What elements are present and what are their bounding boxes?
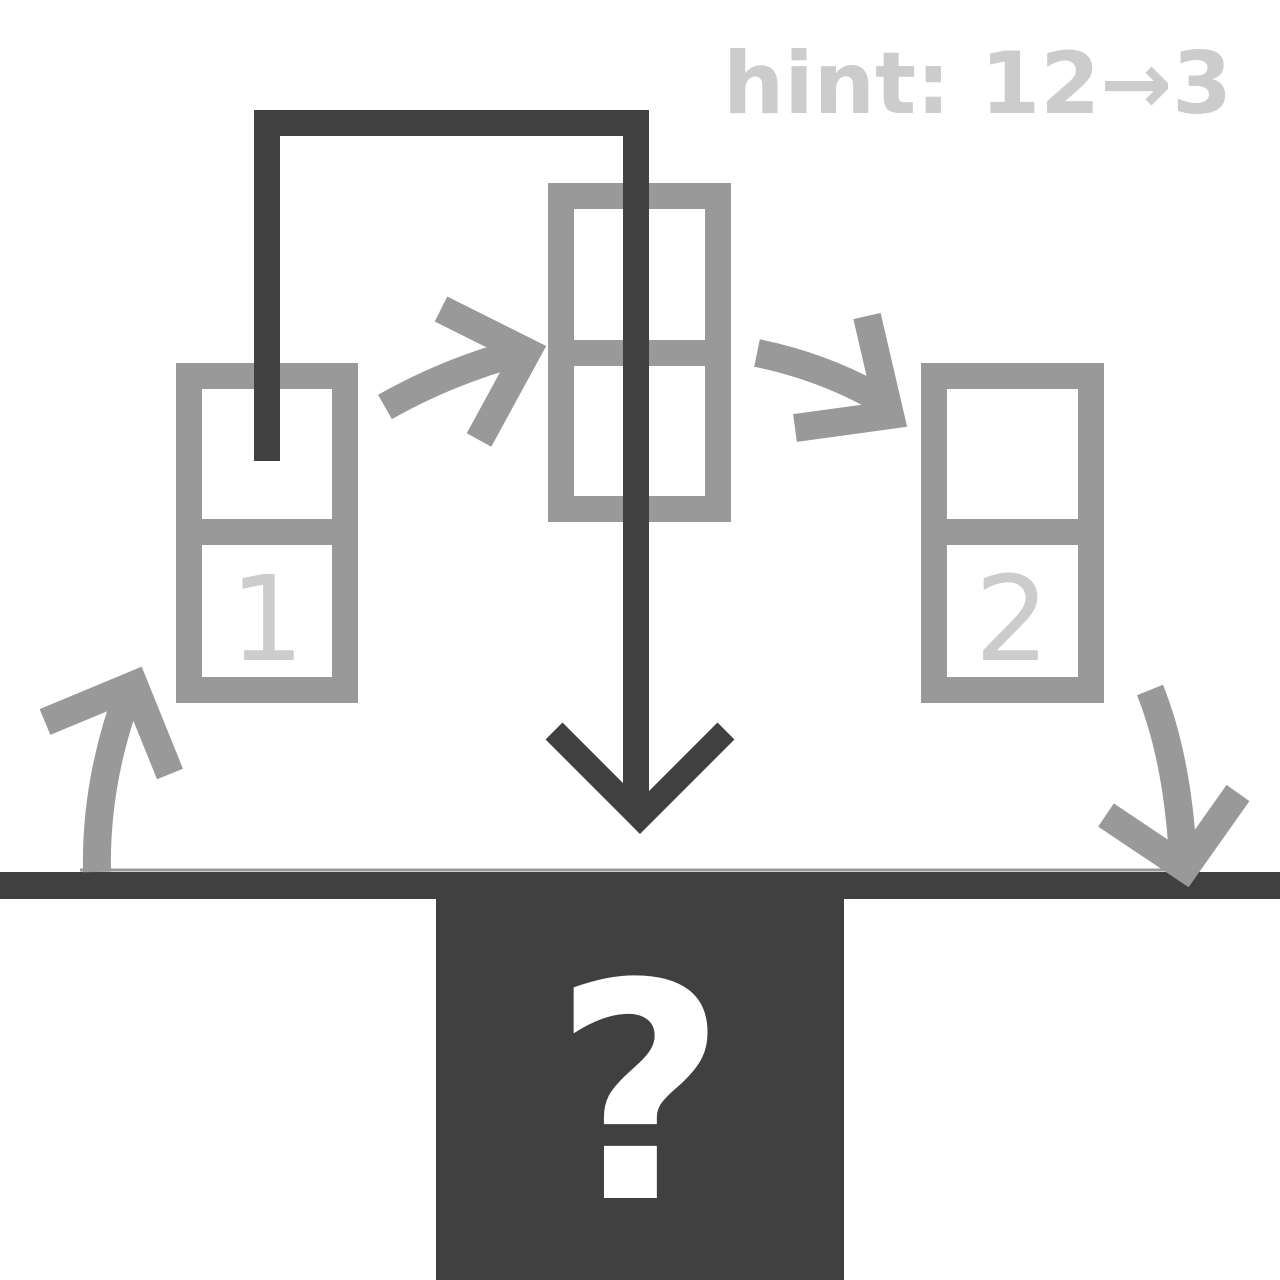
down-arrow-icon bbox=[254, 110, 735, 834]
answer-slot[interactable]: ? bbox=[436, 880, 844, 1280]
curved-arrow-icon bbox=[39, 666, 183, 873]
curved-arrow-icon bbox=[1098, 684, 1250, 888]
box-left-bottom-cell bbox=[176, 519, 358, 703]
hint-label: hint: 12→3 bbox=[723, 34, 1232, 134]
box-right: 2 bbox=[921, 363, 1104, 703]
curved-arrow-icon bbox=[378, 296, 547, 447]
answer-slot-box[interactable] bbox=[436, 880, 844, 1280]
curved-arrow-icon bbox=[754, 312, 908, 442]
box-right-bottom-cell bbox=[921, 519, 1104, 703]
answer-question-mark: ? bbox=[553, 920, 727, 1269]
box-left-number: 1 bbox=[229, 550, 304, 688]
box-right-number: 2 bbox=[974, 550, 1049, 688]
box-right-top-cell bbox=[921, 363, 1104, 545]
